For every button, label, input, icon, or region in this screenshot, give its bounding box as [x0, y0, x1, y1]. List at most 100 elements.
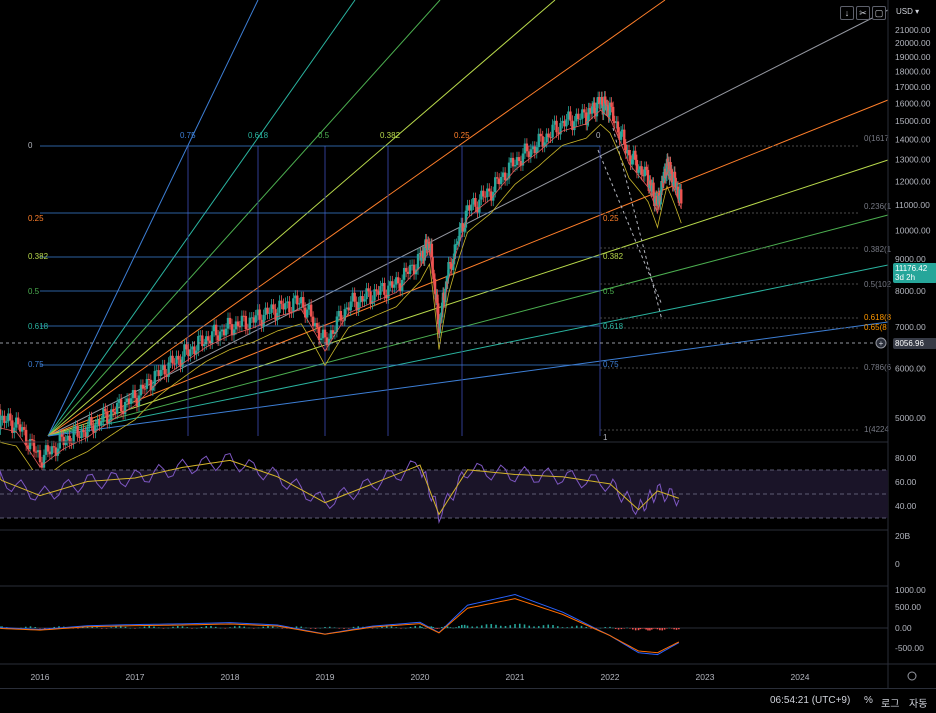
candle: [440, 302, 444, 318]
candle: [577, 113, 580, 120]
download-icon[interactable]: ↓: [840, 6, 854, 20]
candle: [503, 172, 507, 181]
candle: [421, 250, 425, 259]
candle: [452, 258, 455, 270]
macd-histogram-bar: [305, 627, 307, 629]
svg-text:+: +: [879, 339, 884, 348]
candle: [262, 314, 265, 327]
macd-histogram-bar: [617, 628, 620, 630]
time-tick-label: 2024: [791, 672, 810, 682]
candle: [363, 299, 366, 302]
candle: [220, 329, 224, 332]
macd-histogram-bar: [229, 627, 231, 628]
candle: [404, 267, 408, 272]
candle: [375, 289, 378, 292]
candle: [331, 330, 335, 334]
candle: [238, 326, 242, 328]
macd-histogram-bar: [571, 626, 573, 628]
fib-fan-left-label: 0: [28, 141, 33, 150]
candle: [341, 320, 345, 322]
macd-histogram-bar: [528, 625, 531, 628]
candle: [76, 425, 79, 437]
candle: [579, 118, 582, 120]
candle: [353, 292, 356, 302]
candle: [611, 106, 615, 122]
candle: [183, 344, 186, 357]
fib-fan2-label: 0.5: [603, 287, 615, 296]
candle: [621, 129, 624, 132]
macd-histogram-bar: [668, 627, 671, 629]
chart-canvas[interactable]: 0 0.25 0.382 0.5 0.618 0.75 0.75 0.618 0.5 0.382 0…: [0, 0, 936, 688]
macd-histogram-bar: [654, 628, 657, 629]
macd-histogram-bar: [328, 626, 331, 628]
macd-histogram-bar: [191, 628, 193, 629]
macd-histogram-bar: [632, 628, 634, 630]
candle: [115, 402, 119, 414]
candle: [447, 262, 450, 276]
time-tick-label: 2016: [31, 672, 50, 682]
price-tick-label: 13000.00: [895, 155, 931, 165]
price-tick-label: 21000.00: [895, 25, 931, 35]
candle: [216, 335, 220, 341]
candle: [52, 446, 56, 448]
candle: [270, 304, 273, 313]
macd-histogram-bar: [157, 627, 160, 629]
scissors-icon[interactable]: ✂: [856, 6, 870, 20]
candle: [551, 124, 554, 138]
fib-retracement-lines: [40, 145, 860, 431]
candle: [179, 359, 182, 367]
candle: [234, 321, 238, 330]
candle: [153, 371, 156, 386]
macd-histogram-bar: [286, 628, 288, 629]
auto-toggle[interactable]: 자동: [909, 699, 928, 710]
candle: [615, 121, 618, 124]
macd-histogram-bar: [172, 626, 174, 628]
candle: [484, 196, 487, 198]
macd-histogram-bar: [561, 627, 564, 628]
candle: [585, 112, 588, 125]
macd-histogram-bar: [471, 626, 474, 628]
candle: [313, 323, 317, 327]
price-tick-label: 5000.00: [895, 413, 926, 423]
candle: [317, 327, 321, 340]
macd-histogram-bar: [424, 628, 427, 629]
macd-histogram-bar: [599, 627, 602, 629]
macd-histogram-bar: [276, 627, 279, 628]
macd-histogram-bar: [343, 628, 345, 629]
macd-histogram-bar: [77, 628, 79, 629]
candle: [19, 424, 22, 432]
candle: [292, 298, 295, 313]
candle: [671, 174, 674, 187]
candle: [248, 317, 251, 330]
macd-histogram-bar: [547, 624, 550, 628]
candle: [583, 109, 586, 113]
candle: [453, 244, 457, 259]
rsi-ma-line: [0, 459, 680, 516]
macd-histogram-bar: [200, 627, 203, 628]
percent-toggle[interactable]: %: [864, 695, 873, 706]
candle: [70, 443, 73, 445]
macd-histogram-bar: [659, 628, 661, 631]
macd-histogram-bar: [371, 628, 374, 629]
candle: [127, 398, 131, 404]
macd-histogram-bar: [129, 627, 132, 629]
macd-histogram-bar: [663, 628, 666, 630]
candle: [420, 256, 423, 261]
fullscreen-icon[interactable]: ▢: [872, 6, 886, 20]
macd-histogram-bar: [643, 628, 645, 629]
candle: [203, 344, 206, 347]
price-tick-label: 11000.00: [895, 200, 930, 210]
candle: [472, 198, 475, 205]
macd-signal-line: [0, 598, 680, 654]
rsi-line: [0, 452, 680, 524]
log-toggle[interactable]: 로그: [881, 699, 900, 710]
macd-histogram-bar: [148, 625, 151, 628]
candle: [98, 419, 101, 426]
candle: [232, 329, 236, 336]
candle: [36, 450, 40, 453]
candle: [389, 281, 392, 286]
candle: [588, 108, 592, 110]
candle: [635, 159, 639, 173]
currency-selector[interactable]: USD ▾: [896, 7, 920, 16]
volume-tick-label: 20B: [895, 531, 910, 541]
